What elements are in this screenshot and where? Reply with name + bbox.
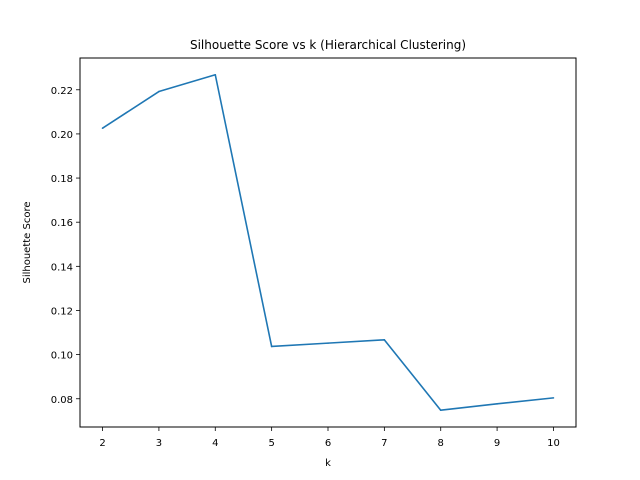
y-tick-label: 0.12 [51, 306, 73, 317]
x-tick-label: 6 [325, 438, 331, 449]
data-point [327, 342, 329, 344]
x-tick-label: 9 [494, 438, 500, 449]
y-tick-label: 0.14 [51, 262, 73, 273]
data-point [214, 73, 217, 76]
y-tick-label: 0.20 [51, 130, 73, 141]
x-tick-label: 3 [156, 438, 162, 449]
y-tick-label: 0.10 [51, 351, 73, 362]
y-tick-label: 0.08 [51, 395, 73, 406]
plot-frame [79, 57, 577, 428]
data-point [101, 127, 104, 129]
x-tick-label: 10 [547, 438, 560, 449]
x-tick-label: 4 [212, 438, 218, 449]
x-tick-label: 5 [268, 438, 274, 449]
data-point [270, 345, 273, 348]
chart-title: Silhouette Score vs k (Hierarchical Clus… [190, 38, 466, 52]
series-layer [101, 73, 555, 412]
x-axis-label: k [325, 458, 331, 469]
plot-area [80, 58, 576, 427]
x-tick-label: 2 [99, 438, 105, 449]
y-tick-label: 0.16 [51, 218, 73, 229]
data-point [383, 339, 386, 341]
x-tick-label: 8 [438, 438, 444, 449]
y-axis: 0.08 0.10 0.12 0.14 0.16 0.18 0.20 0.22 [51, 86, 80, 406]
data-point [158, 90, 160, 93]
y-tick-label: 0.22 [51, 86, 73, 97]
data-point [439, 409, 442, 412]
data-point [496, 403, 498, 405]
y-axis-label: Silhouette Score [22, 201, 33, 283]
y-tick-label: 0.18 [51, 174, 73, 185]
data-point [552, 397, 555, 399]
x-tick-label: 7 [381, 438, 387, 449]
x-axis: 2 3 4 5 6 7 8 9 10 [99, 427, 560, 449]
